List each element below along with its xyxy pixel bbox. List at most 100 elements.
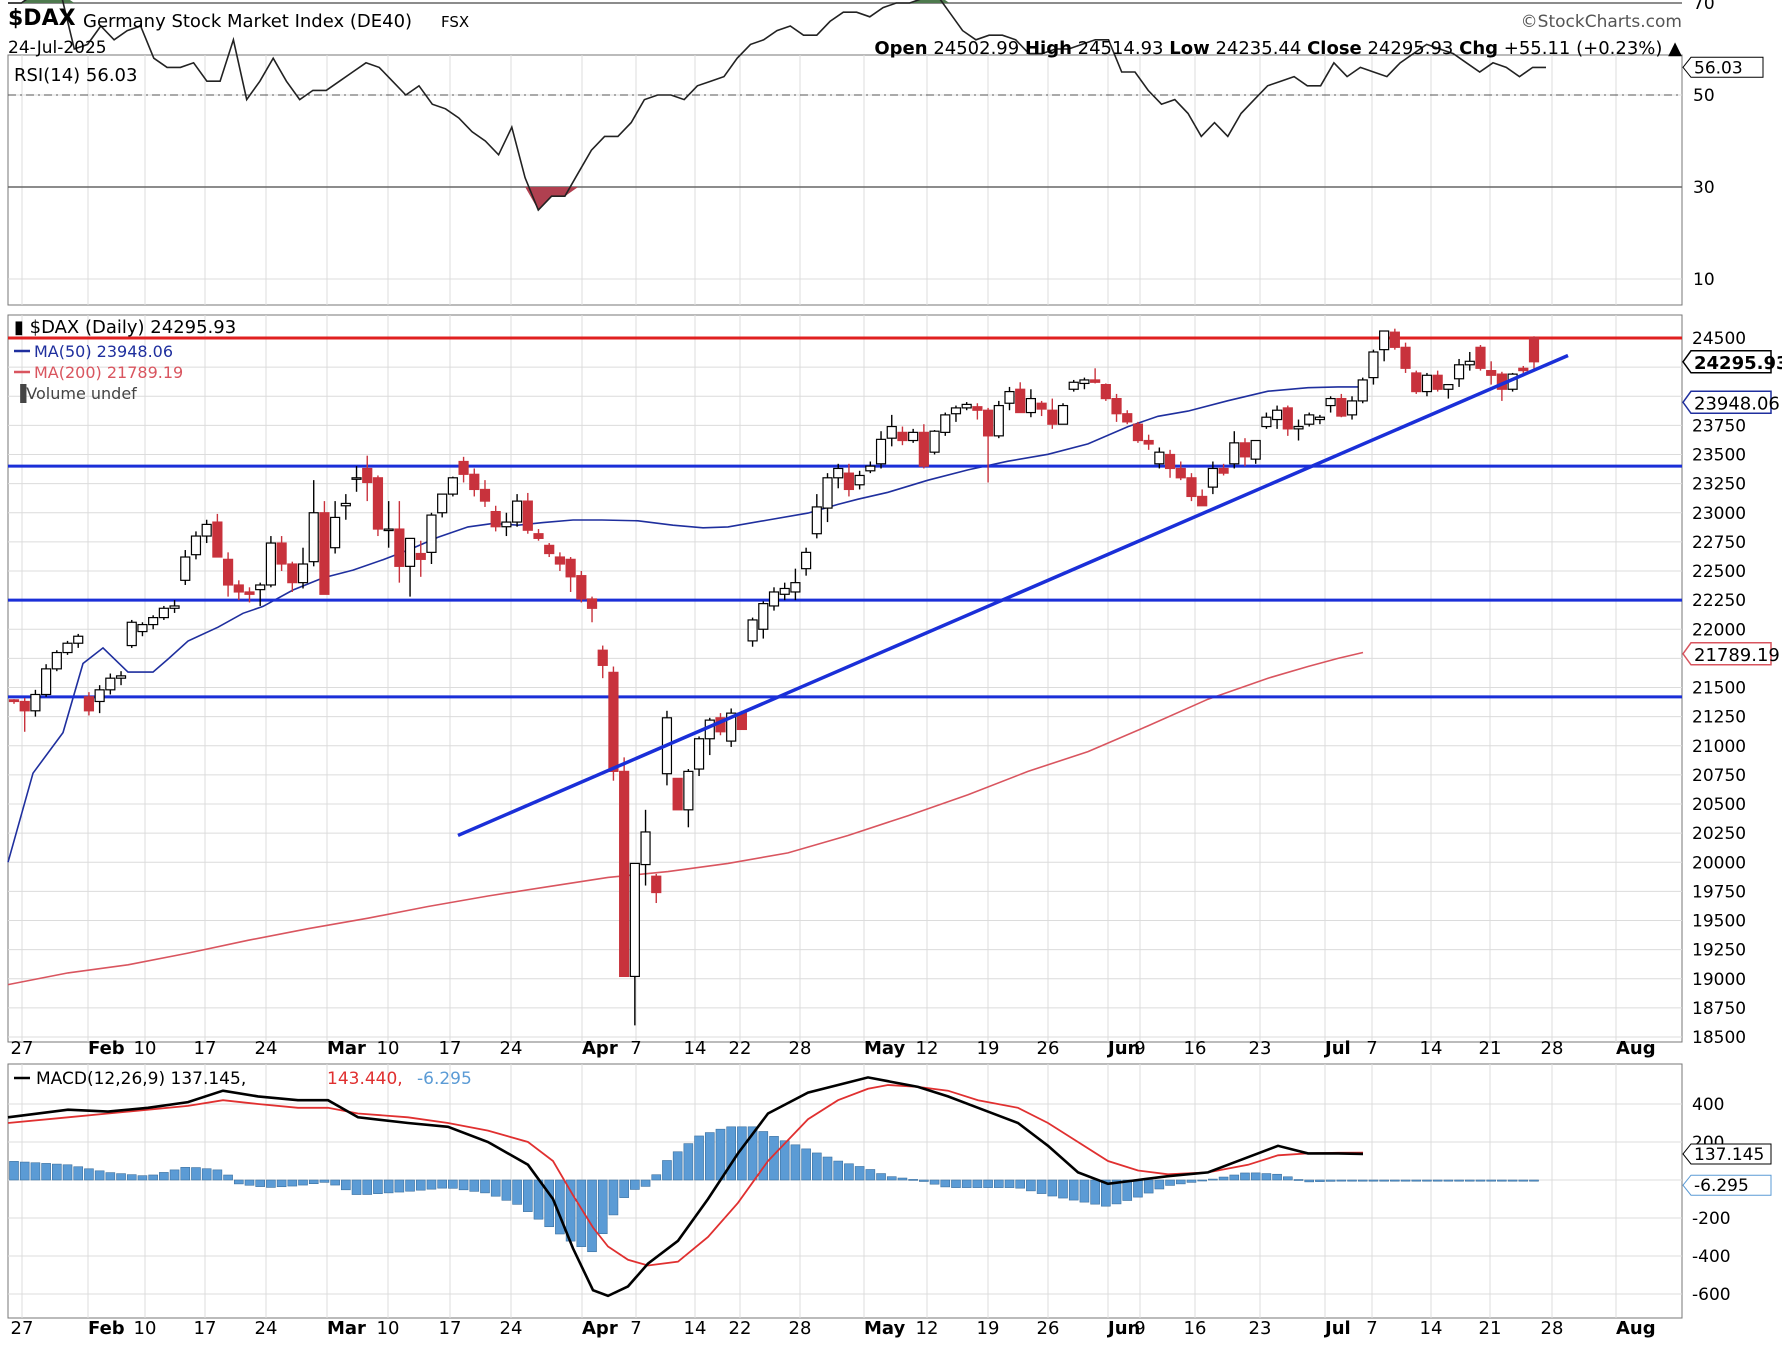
- macd-hist-bar: [1111, 1179, 1122, 1205]
- price-tick-label: 22500: [1692, 562, 1746, 582]
- candle-body: [1218, 467, 1229, 474]
- x-tick-label: 28: [789, 1038, 812, 1059]
- candle-body: [19, 700, 30, 712]
- macd-hist-bar: [683, 1143, 694, 1181]
- candle-body: [511, 500, 523, 523]
- x-tick-label: Jun: [1106, 1038, 1140, 1059]
- price-tick-label: 22750: [1692, 533, 1746, 553]
- candle-body: [1207, 467, 1218, 488]
- candle-body: [1518, 367, 1529, 372]
- chg-label: Chg: [1459, 38, 1499, 59]
- candle-body: [640, 831, 651, 866]
- macd-hist-bar: [972, 1179, 983, 1188]
- x-tick-label: 17: [194, 1038, 217, 1059]
- macd-line: [7, 1076, 1364, 1298]
- macd-hist-tag-text: -6.295: [1694, 1176, 1749, 1196]
- candle-body: [287, 563, 298, 584]
- macd-hist-bar: [1058, 1179, 1068, 1199]
- macd-hist-bar: [1122, 1179, 1133, 1201]
- macd-hist-bar: [469, 1179, 480, 1192]
- candle-body: [297, 563, 309, 584]
- candle-body: [115, 675, 127, 679]
- x-tick-label: 17: [439, 1318, 462, 1339]
- candle-body: [918, 431, 929, 467]
- candle-body: [908, 431, 919, 442]
- macd-hist-bar: [1101, 1179, 1111, 1207]
- open-label: Open: [874, 38, 928, 59]
- x-tick-label: 23: [1249, 1038, 1272, 1059]
- candle-body: [886, 425, 897, 439]
- x-tick-label: 12: [916, 1318, 939, 1339]
- candle-body: [950, 407, 962, 415]
- x-tick-label: 24: [255, 1038, 278, 1059]
- candle-body: [597, 649, 608, 666]
- macd-hist-bar: [929, 1179, 940, 1185]
- macd-hist-bar: [330, 1179, 340, 1186]
- candle-body: [1314, 416, 1326, 421]
- macd-hist-bar: [1004, 1179, 1015, 1188]
- macd-hist-bar: [993, 1179, 1004, 1188]
- macd-value-tag: [1682, 1143, 1772, 1165]
- x-tick-label: 23: [1249, 1318, 1272, 1339]
- x-tick-label: 28: [1541, 1318, 1564, 1339]
- macd-hist-bar: [1293, 1179, 1304, 1181]
- candle-body: [972, 406, 983, 411]
- candle-body: [479, 488, 491, 502]
- price-value-tag: [1682, 390, 1772, 415]
- price-tick-label: 23750: [1692, 416, 1746, 436]
- candle-body: [1475, 346, 1486, 369]
- candle-body: [854, 474, 865, 486]
- macd-hist-bar: [84, 1168, 94, 1181]
- macd-hist-bar: [876, 1173, 886, 1181]
- x-tick-label: 26: [1037, 1318, 1060, 1339]
- macd-hist-bar: [1475, 1179, 1486, 1182]
- candle-body: [1293, 425, 1304, 430]
- price-tick-label: 20750: [1692, 766, 1746, 786]
- candle-body: [993, 404, 1004, 437]
- macd-legend-signal: 143.440,: [327, 1069, 403, 1089]
- candle-body: [790, 582, 801, 593]
- macd-hist-bar: [1454, 1179, 1464, 1182]
- candle-body: [1186, 477, 1197, 498]
- candle-body: [372, 477, 384, 530]
- macd-hist-bar: [672, 1151, 683, 1181]
- low-label: Low: [1169, 38, 1210, 59]
- x-tick-label: 17: [194, 1318, 217, 1339]
- x-tick-label: 26: [1037, 1038, 1060, 1059]
- macd-hist-bar: [351, 1179, 362, 1195]
- macd-hist-bar: [533, 1179, 544, 1220]
- brand-watermark: ©StockCharts.com: [1520, 12, 1682, 32]
- candle-body: [1282, 407, 1293, 430]
- x-tick-label: 16: [1184, 1038, 1207, 1059]
- candle-body: [1357, 379, 1368, 402]
- price-tick-label: 19000: [1692, 970, 1746, 990]
- close-value: 24295.93: [1367, 38, 1454, 59]
- rsi-value-tag-text: 56.03: [1694, 58, 1743, 78]
- macd-hist-bar: [1400, 1179, 1411, 1182]
- macd-hist-bar: [480, 1179, 490, 1194]
- x-tick-label: Jul: [1323, 1038, 1351, 1059]
- macd-hist-bar: [1336, 1179, 1347, 1182]
- x-tick-label: 24: [500, 1038, 523, 1059]
- macd-hist-bar: [244, 1179, 255, 1186]
- macd-x-axis: 27 Feb 10 17 24 Mar 10 17 24 Apr 7 14 22 28 May 12 19 26 J…: [11, 1318, 1656, 1339]
- candle-body: [1111, 397, 1122, 415]
- candle-body: [843, 472, 855, 491]
- candle-body: [544, 544, 555, 555]
- x-tick-label: 16: [1184, 1318, 1207, 1339]
- candle-body: [244, 591, 255, 595]
- macd-hist-bar: [1079, 1179, 1090, 1203]
- candle-body: [1453, 364, 1465, 380]
- candle-body: [1143, 439, 1154, 445]
- macd-hist-bar: [865, 1169, 876, 1181]
- x-tick-label: 17: [439, 1038, 462, 1059]
- macd-hist-bar: [255, 1179, 265, 1187]
- candle-body: [105, 677, 116, 691]
- macd-hist-bar: [201, 1168, 212, 1181]
- x-tick-label: 21: [1479, 1318, 1502, 1339]
- macd-hist-bar: [747, 1126, 758, 1181]
- macd-hist-bar: [126, 1174, 137, 1181]
- candle-body: [1336, 397, 1347, 417]
